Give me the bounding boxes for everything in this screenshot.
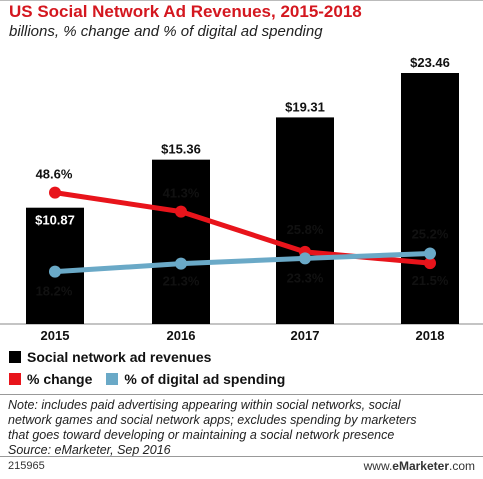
footer-divider bbox=[0, 456, 483, 457]
data-label-share: 21.3% bbox=[163, 274, 200, 289]
legend-label-share: % of digital ad spending bbox=[124, 371, 286, 387]
chart-area: $10.87 $15.36 $19.31 $23.46 2015 2016 2017 2018… bbox=[0, 55, 483, 343]
note-line: that goes toward developing or maintaini… bbox=[8, 428, 395, 442]
data-label-share: 25.2% bbox=[412, 226, 449, 241]
brand-suffix: .com bbox=[448, 459, 475, 473]
point-change bbox=[175, 205, 187, 218]
bar-value-label: $19.31 bbox=[285, 99, 325, 114]
data-label-change: 25.8% bbox=[287, 222, 324, 237]
point-share bbox=[299, 252, 311, 265]
x-tick-label: 2015 bbox=[41, 328, 70, 343]
point-change bbox=[424, 257, 436, 270]
series-line-change bbox=[52, 190, 433, 266]
data-label-change: 41.3% bbox=[163, 186, 200, 201]
bar-value-label: $15.36 bbox=[161, 142, 201, 157]
x-tick-label: 2017 bbox=[291, 328, 320, 343]
bar-value-label: $10.87 bbox=[35, 213, 75, 228]
x-tick-label: 2016 bbox=[167, 328, 196, 343]
chart-id: 215965 bbox=[8, 460, 45, 472]
brand-link[interactable]: www.eMarketer.com bbox=[364, 459, 475, 473]
legend-label-bar: Social network ad revenues bbox=[27, 349, 212, 365]
bar bbox=[276, 117, 334, 324]
brand-name: eMarketer bbox=[392, 459, 449, 473]
point-share bbox=[175, 257, 187, 270]
note-line: network games and social network apps; e… bbox=[8, 413, 417, 427]
legend-row-1: Social network ad revenues bbox=[9, 349, 225, 365]
legend-swatch-bar bbox=[9, 351, 21, 363]
data-label-share: 23.3% bbox=[287, 270, 324, 285]
point-share bbox=[49, 265, 61, 278]
top-border bbox=[0, 0, 483, 1]
bar bbox=[152, 159, 210, 324]
data-label-share: 18.2% bbox=[36, 284, 73, 299]
brand-prefix: www. bbox=[363, 459, 393, 473]
legend-row-2: % change % of digital ad spending bbox=[9, 371, 299, 387]
legend-swatch-change bbox=[9, 373, 21, 385]
note-divider bbox=[0, 394, 483, 395]
chart-subtitle: billions, % change and % of digital ad s… bbox=[9, 23, 323, 40]
legend-swatch-share bbox=[106, 373, 119, 385]
x-tick-label: 2018 bbox=[416, 328, 445, 343]
bar bbox=[401, 73, 459, 324]
legend-item-share: % of digital ad spending bbox=[106, 371, 285, 387]
legend-label-change: % change bbox=[27, 371, 93, 387]
chart-note: Note: includes paid advertising appearin… bbox=[8, 398, 478, 458]
series-line-share bbox=[52, 250, 433, 275]
chart-title: US Social Network Ad Revenues, 2015-2018 bbox=[9, 2, 362, 21]
data-label-change: 21.5% bbox=[412, 273, 449, 288]
legend-item-bar: Social network ad revenues bbox=[9, 349, 211, 365]
point-share bbox=[424, 247, 436, 260]
note-line: Note: includes paid advertising appearin… bbox=[8, 398, 401, 412]
legend-item-change: % change bbox=[9, 371, 92, 387]
data-label-change: 48.6% bbox=[36, 167, 73, 182]
source-line: Source: eMarketer, Sep 2016 bbox=[8, 443, 171, 457]
bar-value-label: $23.46 bbox=[410, 55, 450, 70]
point-change bbox=[49, 186, 61, 199]
